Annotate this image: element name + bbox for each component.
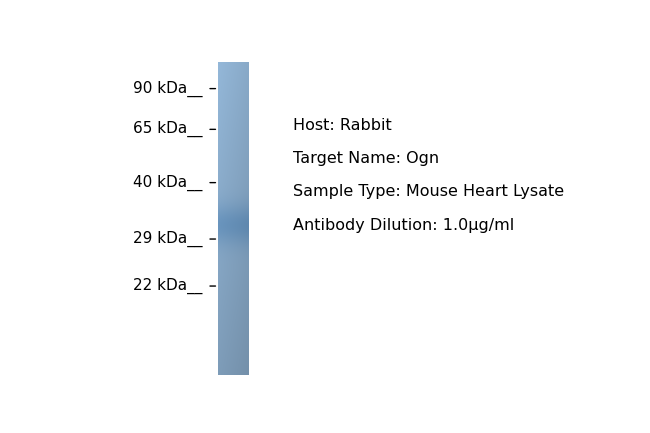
Text: Antibody Dilution: 1.0µg/ml: Antibody Dilution: 1.0µg/ml [292,218,514,233]
Text: 40 kDa__: 40 kDa__ [133,174,202,191]
Text: Sample Type: Mouse Heart Lysate: Sample Type: Mouse Heart Lysate [292,184,564,200]
Text: 90 kDa__: 90 kDa__ [133,81,202,97]
Text: 29 kDa__: 29 kDa__ [133,231,202,247]
Text: 22 kDa__: 22 kDa__ [133,278,202,294]
Text: 65 kDa__: 65 kDa__ [133,121,202,137]
Text: Host: Rabbit: Host: Rabbit [292,118,391,133]
Text: Target Name: Ogn: Target Name: Ogn [292,151,439,166]
